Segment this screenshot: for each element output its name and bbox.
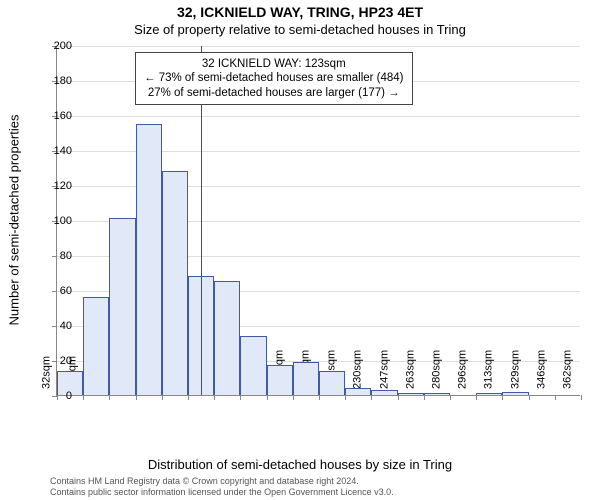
- histogram-bar: [371, 390, 397, 395]
- xtick-mark: [398, 395, 399, 400]
- xtick-mark: [188, 395, 189, 400]
- gridline-h: [57, 46, 580, 47]
- histogram-bar: [136, 124, 162, 395]
- ytick-label: 60: [60, 285, 72, 297]
- xtick-mark: [319, 395, 320, 400]
- ytick-mark: [52, 291, 57, 292]
- attribution-text: Contains HM Land Registry data © Crown c…: [50, 476, 580, 497]
- xtick-mark: [581, 395, 582, 400]
- x-axis-label: Distribution of semi-detached houses by …: [0, 457, 600, 472]
- xtick-mark: [267, 395, 268, 400]
- ytick-label: 120: [54, 180, 72, 192]
- plot-area: 32sqm49sqm65sqm82sqm98sqm115sqm131sqm148…: [56, 46, 580, 396]
- xtick-label: 346sqm: [535, 350, 547, 389]
- xtick-mark: [136, 395, 137, 400]
- ytick-label: 180: [54, 75, 72, 87]
- xtick-mark: [502, 395, 503, 400]
- xtick-mark: [214, 395, 215, 400]
- chart-page: 32, ICKNIELD WAY, TRING, HP23 4ET Size o…: [0, 0, 600, 500]
- ytick-mark: [52, 361, 57, 362]
- xtick-mark: [345, 395, 346, 400]
- reference-callout: 32 ICKNIELD WAY: 123sqm ← 73% of semi-det…: [135, 52, 413, 105]
- xtick-label: 280sqm: [430, 350, 442, 389]
- ytick-label: 0: [66, 390, 72, 402]
- xtick-mark: [83, 395, 84, 400]
- ytick-label: 20: [60, 355, 72, 367]
- ytick-label: 100: [54, 215, 72, 227]
- histogram-bar: [398, 393, 424, 395]
- xtick-label: 263sqm: [404, 350, 416, 389]
- chart-subtitle: Size of property relative to semi-detach…: [0, 22, 600, 37]
- xtick-mark: [424, 395, 425, 400]
- xtick-label: 32sqm: [40, 356, 52, 389]
- xtick-label: 313sqm: [483, 350, 495, 389]
- gridline-h: [57, 116, 580, 117]
- xtick-label: 362sqm: [561, 350, 573, 389]
- xtick-mark: [529, 395, 530, 400]
- ytick-label: 160: [54, 110, 72, 122]
- xtick-mark: [57, 395, 58, 400]
- ytick-mark: [52, 256, 57, 257]
- ytick-label: 80: [60, 250, 72, 262]
- ytick-label: 40: [60, 320, 72, 332]
- histogram-bar: [240, 336, 266, 396]
- histogram-bar: [293, 362, 319, 395]
- histogram-bar: [502, 392, 528, 396]
- histogram-bar: [319, 371, 345, 396]
- histogram-bar: [424, 393, 450, 395]
- xtick-label: 329sqm: [509, 350, 521, 389]
- callout-line-1: 32 ICKNIELD WAY: 123sqm: [202, 58, 346, 70]
- ytick-mark: [52, 326, 57, 327]
- y-axis-label: Number of semi-detached properties: [7, 115, 22, 326]
- histogram-bar: [345, 388, 371, 395]
- callout-line-3: 27% of semi-detached houses are larger (…: [148, 87, 400, 99]
- xtick-mark: [109, 395, 110, 400]
- xtick-mark: [555, 395, 556, 400]
- xtick-mark: [371, 395, 372, 400]
- xtick-mark: [450, 395, 451, 400]
- xtick-mark: [293, 395, 294, 400]
- callout-line-2: ← 73% of semi-detached houses are smalle…: [144, 72, 404, 84]
- xtick-mark: [240, 395, 241, 400]
- xtick-label: 230sqm: [352, 350, 364, 389]
- page-title: 32, ICKNIELD WAY, TRING, HP23 4ET: [0, 4, 600, 20]
- attribution-line-1: Contains HM Land Registry data © Crown c…: [50, 476, 359, 486]
- xtick-mark: [476, 395, 477, 400]
- xtick-label: 296sqm: [457, 350, 469, 389]
- histogram-bar: [83, 297, 109, 395]
- attribution-line-2: Contains public sector information licen…: [50, 487, 394, 497]
- ytick-label: 140: [54, 145, 72, 157]
- ytick-label: 200: [54, 40, 72, 52]
- histogram-bar: [214, 281, 240, 395]
- xtick-mark: [162, 395, 163, 400]
- xtick-label: 247sqm: [378, 350, 390, 389]
- histogram-bar: [267, 365, 293, 395]
- histogram-bar: [476, 393, 502, 395]
- histogram-bar: [109, 218, 135, 395]
- histogram-bar: [162, 171, 188, 395]
